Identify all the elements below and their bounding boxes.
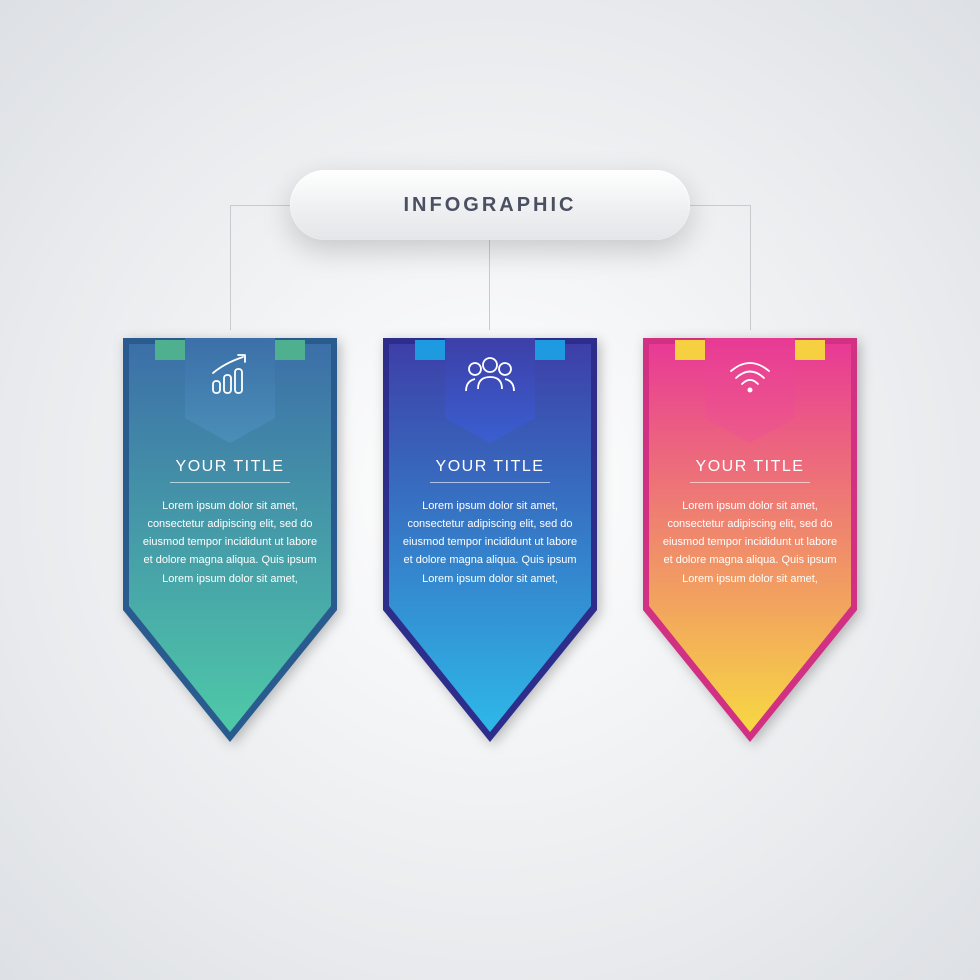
card-3-content: YOUR TITLE Lorem ipsum dolor sit amet, c… (635, 458, 865, 588)
growth-chart-icon (202, 348, 258, 404)
card-3-title: YOUR TITLE (657, 458, 843, 476)
infographic-container: INFOGRAPHIC (0, 0, 980, 980)
card-1-content: YOUR TITLE Lorem ipsum dolor sit amet, c… (115, 458, 345, 588)
divider (690, 482, 810, 483)
header-title: INFOGRAPHIC (404, 194, 577, 217)
card-1: YOUR TITLE Lorem ipsum dolor sit amet, c… (115, 330, 345, 750)
card-3: YOUR TITLE Lorem ipsum dolor sit amet, c… (635, 330, 865, 750)
header-box: INFOGRAPHIC (290, 170, 690, 240)
stripe (155, 340, 187, 360)
connector-right-v (750, 205, 751, 330)
cards-row: YOUR TITLE Lorem ipsum dolor sit amet, c… (115, 330, 865, 750)
stripe (415, 340, 447, 360)
stripe (675, 340, 707, 360)
card-2-content: YOUR TITLE Lorem ipsum dolor sit amet, c… (375, 458, 605, 588)
stripe (793, 340, 825, 360)
people-group-icon (462, 348, 518, 404)
connector-center-v (489, 240, 490, 330)
card-2-title: YOUR TITLE (397, 458, 583, 476)
card-2: YOUR TITLE Lorem ipsum dolor sit amet, c… (375, 330, 605, 750)
card-2-body: Lorem ipsum dolor sit amet, consectetur … (397, 497, 583, 588)
wifi-signal-icon (722, 348, 778, 404)
divider (170, 482, 290, 483)
stripe (533, 340, 565, 360)
stripe (273, 340, 305, 360)
connector-left-h (230, 205, 290, 206)
connector-left-v (230, 205, 231, 330)
card-1-title: YOUR TITLE (137, 458, 323, 476)
card-1-body: Lorem ipsum dolor sit amet, consectetur … (137, 497, 323, 588)
card-3-body: Lorem ipsum dolor sit amet, consectetur … (657, 497, 843, 588)
connector-right-h (690, 205, 750, 206)
divider (430, 482, 550, 483)
